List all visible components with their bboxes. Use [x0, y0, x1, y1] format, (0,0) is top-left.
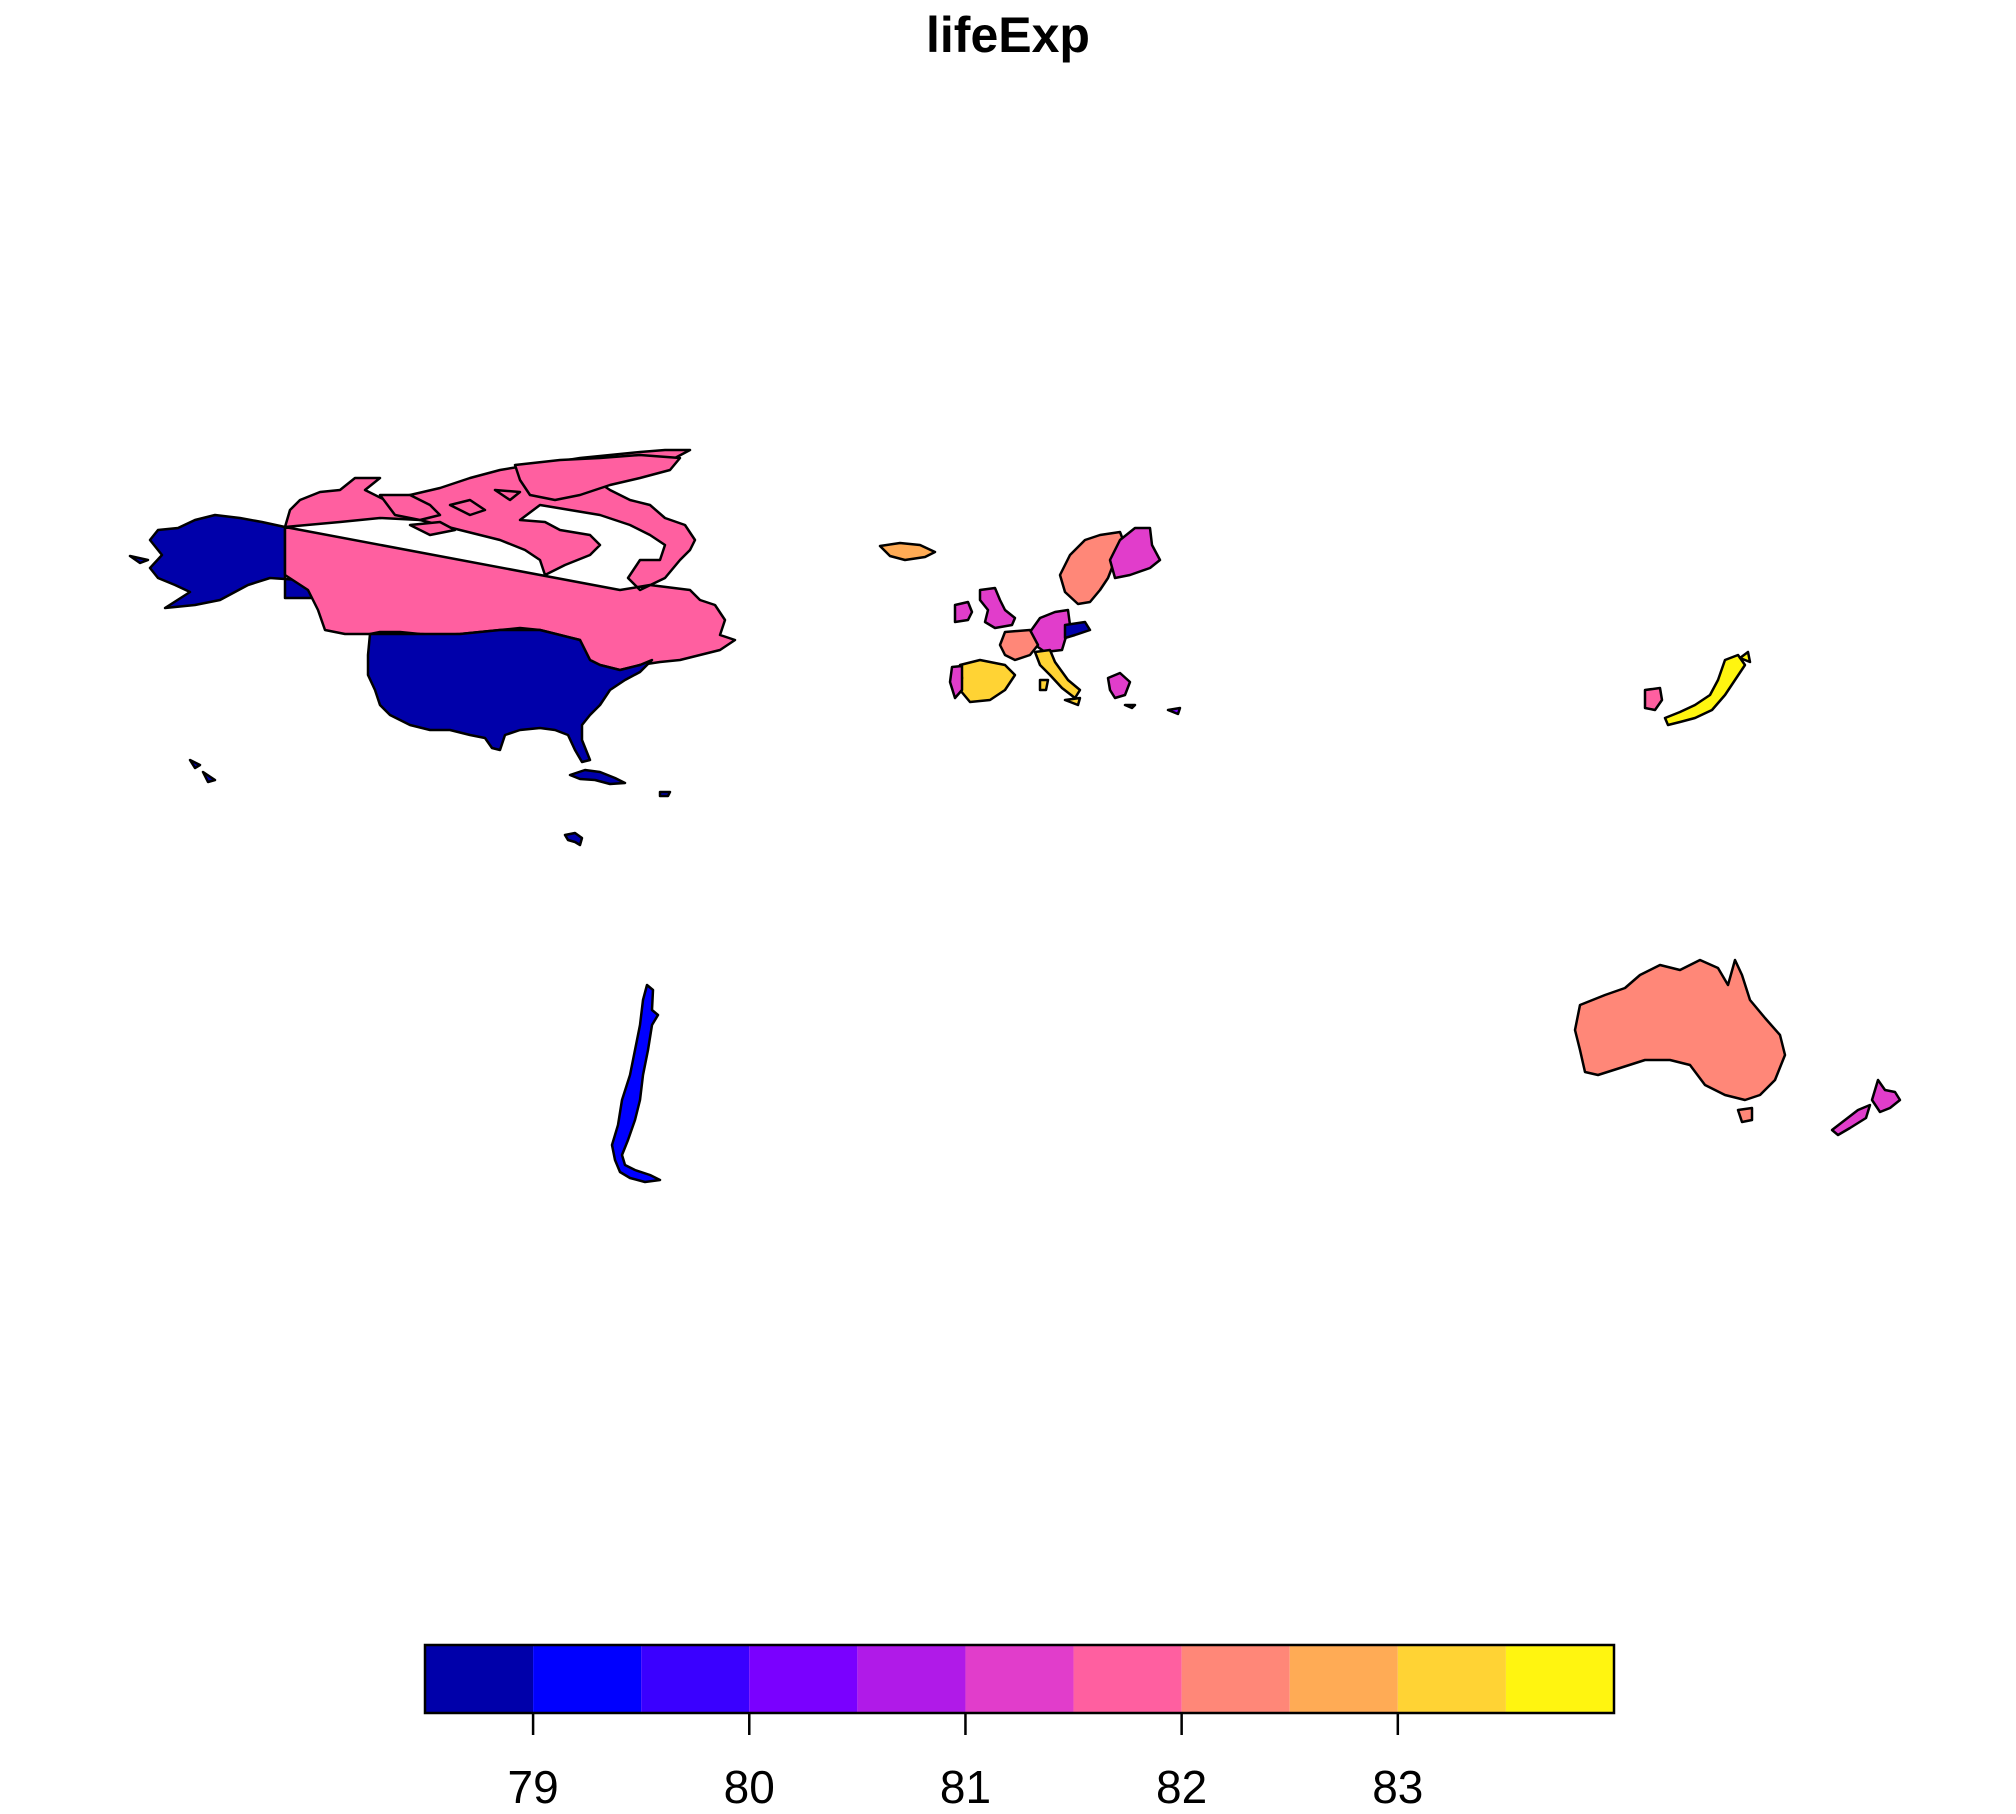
legend-tick-label: 82 [1156, 1761, 1207, 1813]
region-canada-arctic [378, 453, 682, 537]
legend-colorbar: 79 80 81 82 83 [423, 1643, 1616, 1813]
region-portugal [948, 664, 964, 700]
region-alaska-islands [128, 554, 217, 784]
region-finland [1108, 526, 1162, 580]
region-ireland [953, 600, 974, 624]
region-japan [1663, 650, 1752, 727]
legend-tick-label: 81 [940, 1761, 991, 1813]
region-new-zealand [1830, 1078, 1902, 1137]
region-iceland [878, 541, 937, 562]
legend-border [423, 1643, 1616, 1715]
legend-swatch [749, 1645, 858, 1713]
legend-swatch [533, 1645, 642, 1713]
legend-swatch [1505, 1645, 1614, 1713]
legend-swatch [1073, 1645, 1182, 1713]
region-south-korea [1643, 686, 1664, 712]
region-costa-rica [563, 831, 584, 847]
region-france [998, 628, 1040, 662]
legend-swatch [965, 1645, 1074, 1713]
legend-swatch [1289, 1645, 1398, 1713]
region-united-kingdom [978, 586, 1017, 630]
legend-swatch [425, 1645, 534, 1713]
region-cyprus [1166, 706, 1182, 716]
legend-swatch [857, 1645, 966, 1713]
region-tasmania [1736, 1106, 1754, 1124]
legend-tick-label: 80 [724, 1761, 775, 1813]
legend-tick-label: 83 [1372, 1761, 1423, 1813]
region-czechia-poland [1063, 620, 1092, 640]
legend-tick-label: 79 [508, 1761, 559, 1813]
legend-swatch [1397, 1645, 1506, 1713]
region-italy [1033, 648, 1082, 707]
region-chile [610, 983, 662, 1184]
region-spain [958, 658, 1017, 704]
legend-swatch [1181, 1645, 1290, 1713]
region-united-states [366, 628, 654, 764]
legend-swatch [641, 1645, 750, 1713]
region-australia [1573, 958, 1787, 1102]
region-greece [1106, 671, 1137, 710]
map-title: lifeExp [926, 7, 1090, 63]
region-cuba [568, 768, 672, 798]
countries-layer [128, 448, 1902, 1184]
